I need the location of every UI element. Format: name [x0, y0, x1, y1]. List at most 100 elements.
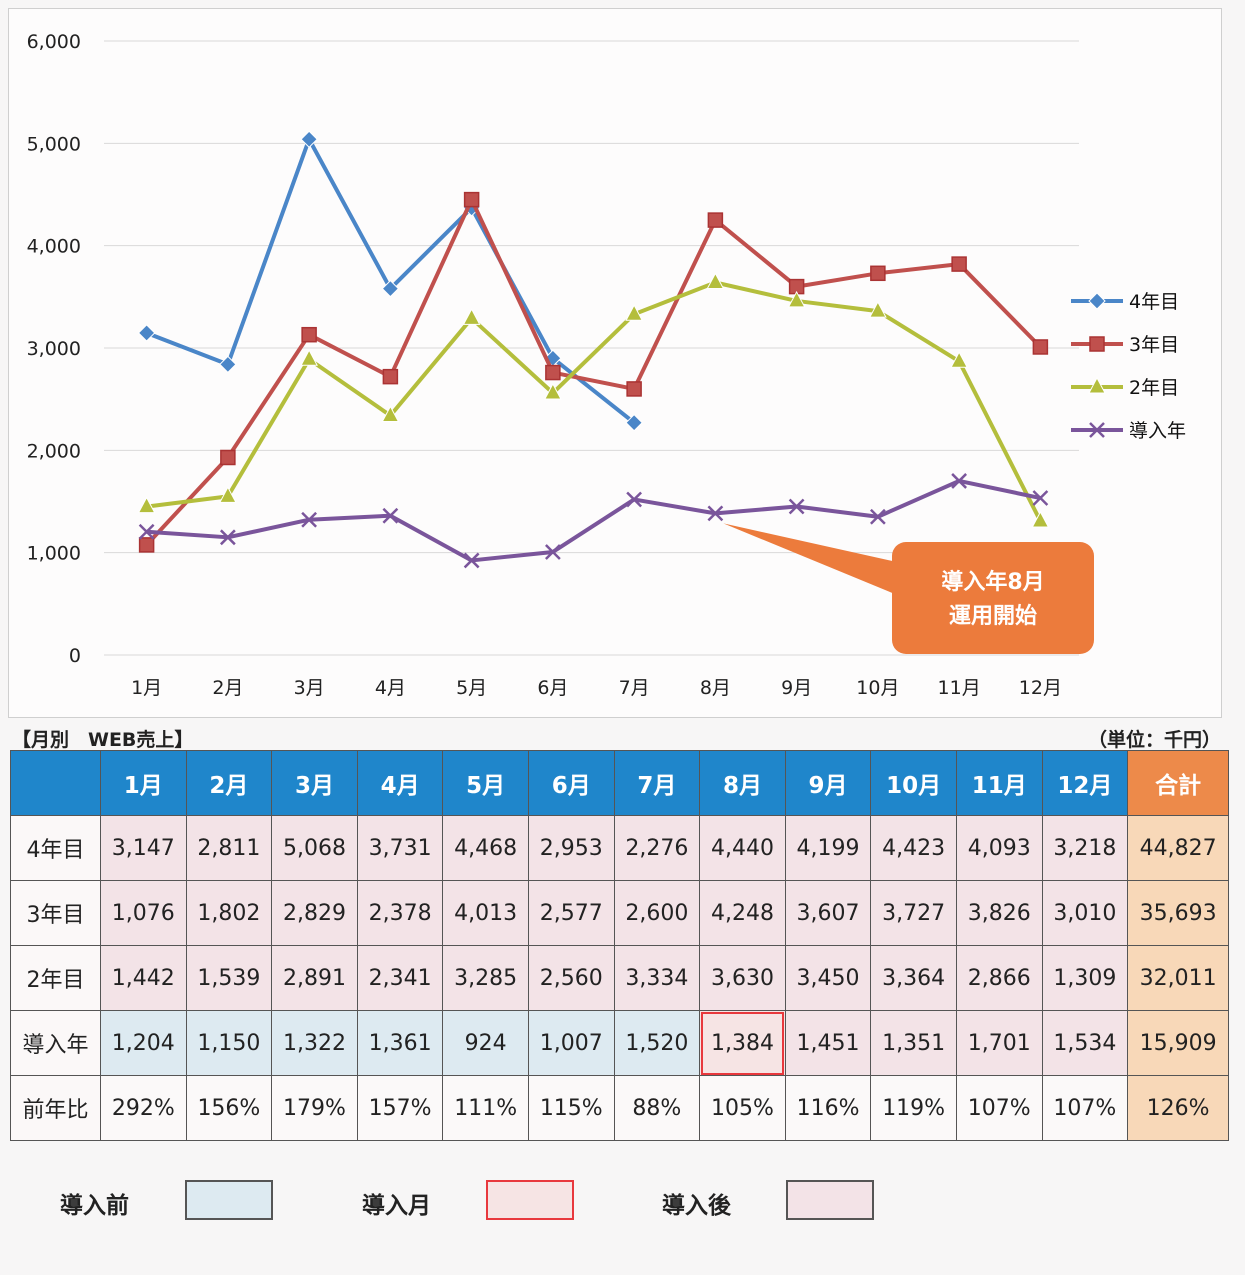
x-tick-label: 3月	[294, 677, 325, 699]
value-cell: 1,442	[100, 945, 187, 1011]
x-tick-label: 10月	[856, 677, 899, 699]
x-tick-label: 2月	[212, 677, 243, 699]
x-tick-label: 9月	[781, 677, 812, 699]
header-month: 2月	[185, 750, 273, 816]
marker-triangle	[137, 496, 156, 514]
legend-intro-label: 導入月	[362, 1193, 431, 1219]
series-3-point	[138, 523, 155, 540]
legend-label: 2年目	[1129, 377, 1179, 399]
series-2-point	[1031, 510, 1050, 528]
series-0-point	[300, 130, 318, 148]
row-label: 2年目	[10, 945, 101, 1011]
series-2-point	[544, 382, 562, 400]
series-3-point	[301, 511, 318, 528]
header-month: 9月	[784, 750, 872, 816]
marker-x-b	[382, 507, 399, 524]
marker-diamond	[381, 279, 400, 298]
value-cell: 119%	[870, 1075, 957, 1141]
marker-triangle	[1088, 376, 1106, 394]
value-cell: 3,285	[442, 945, 529, 1011]
legend-label: 導入年	[1129, 420, 1186, 442]
series-3-point	[951, 473, 968, 489]
value-cell: 3,450	[784, 945, 872, 1011]
callout-line1: 導入年8月	[941, 569, 1044, 595]
total-cell: 126%	[1127, 1075, 1230, 1141]
series-0-point	[625, 413, 643, 432]
series-3-point	[707, 505, 724, 522]
x-tick-label: 5月	[456, 677, 487, 699]
value-cell: 4,423	[870, 815, 957, 881]
series-1-point	[138, 537, 155, 553]
header-month: 7月	[613, 750, 701, 816]
legend-after-label: 導入後	[662, 1193, 731, 1219]
value-cell: 924	[442, 1010, 529, 1076]
value-cell: 1,351	[870, 1010, 957, 1076]
legend-after-swatch	[786, 1180, 874, 1220]
value-cell: 179%	[271, 1075, 358, 1141]
row-label: 前年比	[10, 1075, 101, 1141]
legend-3-point	[1089, 422, 1105, 438]
series-1-point	[707, 212, 724, 228]
series-3-point	[382, 507, 399, 524]
value-cell: 116%	[784, 1075, 872, 1141]
header-month: 3月	[271, 750, 358, 816]
table-header-row: 1月 2月 3月 4月 5月 6月 7月 8月 9月 10月 11月 12月 合計	[10, 750, 1230, 816]
x-tick-label: 8月	[700, 677, 731, 699]
marker-triangle	[625, 304, 643, 321]
marker-diamond	[1088, 292, 1106, 310]
table-row: 2年目 1,442 1,539 2,891 2,341 3,285 2,560 3,334 3,…	[10, 945, 1230, 1011]
total-cell: 44,827	[1127, 815, 1230, 881]
header-month: 4月	[356, 750, 444, 816]
marker-x-b	[707, 505, 724, 522]
marker-triangle	[787, 290, 806, 308]
series-1-point	[870, 265, 886, 282]
x-tick-label: 4月	[375, 677, 406, 699]
series-1-point	[463, 191, 480, 208]
marker-square	[138, 537, 155, 553]
value-cell: 3,218	[1041, 815, 1129, 881]
value-cell: 4,248	[699, 880, 786, 946]
marker-triangle	[381, 405, 400, 423]
series-3-point	[626, 491, 643, 508]
x-tick-label: 7月	[619, 677, 650, 699]
value-cell: 1,534	[1041, 1010, 1129, 1076]
row-label: 導入年	[10, 1010, 101, 1076]
series-1-point	[545, 364, 561, 381]
value-cell: 1,802	[185, 880, 273, 946]
marker-square	[626, 381, 642, 397]
header-month: 6月	[527, 750, 615, 816]
marker-square	[382, 368, 399, 385]
legend-label: 3年目	[1129, 334, 1179, 356]
header-corner	[10, 750, 101, 816]
y-tick-label: 5,000	[27, 133, 81, 155]
marker-x-b	[951, 473, 968, 489]
series-1-point	[301, 326, 317, 343]
marker-x-b	[219, 529, 236, 546]
callout-pointer	[723, 523, 919, 604]
value-cell: 2,953	[527, 815, 615, 881]
series-2-point	[869, 301, 887, 318]
marker-triangle	[462, 308, 481, 325]
value-cell: 3,364	[870, 945, 957, 1011]
marker-triangle	[544, 382, 562, 400]
marker-square	[951, 256, 967, 272]
header-month: 5月	[442, 750, 529, 816]
monthly-sales-table: 1月 2月 3月 4月 5月 6月 7月 8月 9月 10月 11月 12月 合計 4年目 3,147 2,…	[10, 750, 1230, 1141]
value-cell: 1,309	[1041, 945, 1129, 1011]
value-cell: 3,826	[955, 880, 1043, 946]
series-1-point	[382, 368, 399, 385]
marker-diamond	[300, 130, 318, 148]
value-cell: 105%	[699, 1075, 786, 1141]
value-cell: 88%	[613, 1075, 701, 1141]
value-cell: 3,010	[1041, 880, 1129, 946]
legend-entry-1: 3年目	[1071, 334, 1179, 356]
value-cell: 2,866	[955, 945, 1043, 1011]
marker-triangle	[869, 301, 887, 318]
series-1-point	[1032, 339, 1049, 355]
legend-0-point	[1088, 292, 1106, 310]
value-cell: 4,440	[699, 815, 786, 881]
legend-entry-2: 2年目	[1071, 376, 1179, 399]
header-month: 11月	[955, 750, 1043, 816]
series-2-line	[146, 280, 1043, 522]
value-cell: 111%	[442, 1075, 529, 1141]
